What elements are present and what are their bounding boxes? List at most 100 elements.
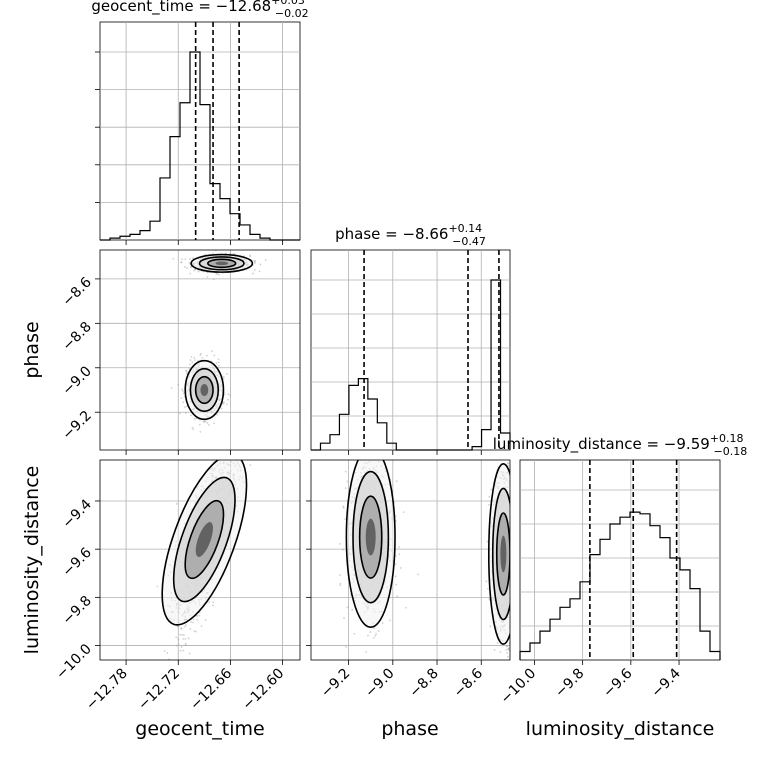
sample-point	[516, 595, 518, 597]
sample-point	[510, 600, 512, 602]
sample-point	[511, 524, 513, 526]
sample-point	[487, 503, 490, 506]
sample-point	[187, 637, 190, 640]
sample-point	[175, 502, 178, 505]
xtick-label-geocent_time: −12.72	[135, 666, 183, 714]
sample-point	[202, 420, 205, 423]
sample-point	[513, 538, 515, 540]
sample-point	[193, 269, 195, 272]
sample-point	[199, 354, 202, 357]
sample-point	[511, 516, 513, 518]
panel-title-luminosity_distance: luminosity_distance = −9.59+0.18 −0.18	[493, 432, 747, 458]
sample-point	[511, 498, 513, 500]
sample-point	[370, 451, 372, 453]
sample-point	[515, 565, 517, 567]
sample-point	[373, 627, 376, 629]
sample-point	[217, 364, 220, 367]
sample-point	[498, 664, 500, 666]
ytick-label-luminosity_distance: −9.4	[59, 496, 94, 531]
sample-point	[345, 645, 347, 648]
sample-point	[185, 369, 188, 372]
sample-point	[184, 266, 186, 268]
sample-point	[512, 532, 514, 534]
sample-point	[208, 601, 211, 604]
sample-point	[511, 576, 513, 578]
density-contour	[365, 518, 376, 556]
sample-point	[200, 625, 203, 628]
sample-point	[188, 652, 191, 655]
sample-point	[156, 585, 159, 588]
xtick-label-luminosity_distance: −9.4	[649, 665, 684, 700]
sample-point	[510, 609, 512, 611]
sample-point	[514, 499, 516, 501]
sample-point	[184, 412, 187, 414]
sample-point	[365, 651, 367, 653]
sample-point	[515, 551, 517, 553]
sample-point	[516, 538, 518, 540]
hist-panel-geocent_time: geocent_time = −12.68+0.03 −0.02	[91, 0, 309, 245]
sample-point	[189, 359, 192, 361]
sample-point	[512, 540, 514, 542]
sample-point	[512, 552, 514, 554]
sample-point	[513, 489, 515, 491]
sample-point	[210, 350, 213, 353]
sample-point	[510, 524, 512, 526]
sample-point	[402, 511, 405, 514]
hist-panel-luminosity_distance: luminosity_distance = −9.59+0.18 −0.18	[493, 432, 747, 665]
sample-point	[182, 649, 185, 652]
sample-point	[517, 538, 519, 540]
sample-point	[186, 267, 189, 269]
sample-point	[514, 477, 516, 479]
sample-point	[177, 638, 180, 641]
sample-point	[180, 397, 183, 399]
sample-point	[381, 622, 384, 624]
sample-point	[369, 631, 372, 633]
sample-point	[486, 540, 489, 543]
sample-point	[224, 455, 226, 457]
sample-point	[395, 480, 398, 483]
ytick-label-luminosity_distance: −9.6	[59, 545, 94, 580]
sample-point	[190, 355, 193, 358]
sample-point	[180, 261, 183, 264]
sample-point	[487, 587, 489, 590]
sample-point	[213, 354, 216, 357]
sample-point	[515, 549, 517, 551]
sample-point	[514, 549, 516, 551]
sample-point	[514, 562, 516, 564]
sample-point	[184, 637, 187, 640]
sample-point	[206, 354, 208, 357]
sample-point	[180, 627, 183, 630]
sample-point	[170, 386, 173, 389]
sample-point	[512, 550, 514, 552]
sample-point	[513, 526, 515, 528]
sample-point	[179, 627, 182, 630]
sample-point	[507, 462, 509, 465]
sample-point	[513, 642, 515, 644]
yaxis-label-luminosity_distance: luminosity_distance	[21, 466, 43, 655]
sample-point	[184, 644, 187, 647]
sample-point	[511, 520, 513, 522]
sample-point	[179, 633, 182, 636]
sample-point	[356, 453, 358, 455]
sample-point	[344, 470, 347, 473]
sample-point	[188, 262, 191, 264]
sample-point	[511, 624, 513, 626]
sample-point	[511, 570, 513, 572]
sample-point	[512, 544, 514, 546]
sample-point	[175, 644, 178, 647]
sample-point	[193, 630, 196, 632]
xaxis-label-phase: phase	[381, 718, 438, 740]
sample-point	[511, 546, 513, 548]
sample-point	[505, 648, 507, 651]
sample-point	[399, 567, 402, 569]
sample-point	[181, 388, 183, 391]
sample-point	[510, 527, 512, 529]
hist-step-geocent_time	[100, 51, 300, 241]
sample-point	[518, 611, 520, 613]
xtick-label-geocent_time: −12.60	[239, 666, 287, 714]
sample-point	[189, 272, 192, 275]
sample-point	[166, 652, 169, 654]
sample-point	[353, 632, 356, 635]
sample-point	[516, 552, 518, 554]
xtick-label-luminosity_distance: −9.6	[600, 665, 635, 700]
